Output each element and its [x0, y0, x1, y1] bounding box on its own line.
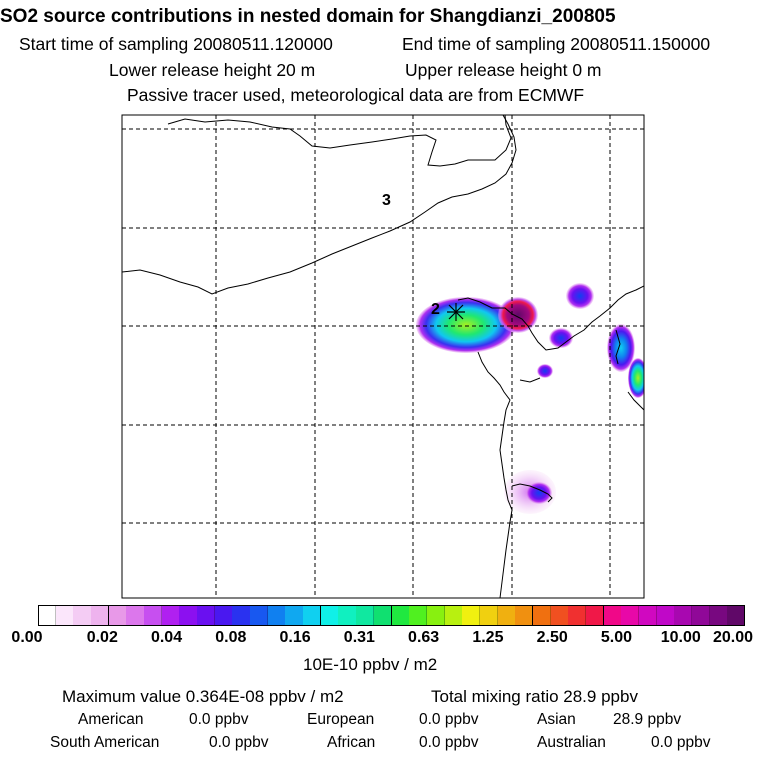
colorbar-cell — [73, 605, 92, 626]
south-american-label: South American — [50, 734, 160, 751]
colorbar-tick-label: 1.25 — [472, 629, 504, 646]
lower-release-height: Lower release height 20 m — [109, 60, 316, 80]
map-frame — [121, 114, 645, 599]
colorbar-cell — [426, 605, 446, 626]
south-american-value: 0.0 ppbv — [209, 734, 269, 751]
colorbar-cell — [285, 605, 304, 626]
colorbar-tick-label: 20.00 — [712, 629, 754, 646]
colorbar-cell — [479, 605, 499, 626]
plume-east-edge — [628, 358, 644, 398]
colorbar-cell — [603, 605, 622, 626]
colorbar-cell — [250, 605, 269, 626]
colorbar-cell — [585, 605, 605, 626]
map-title: SO2 source contributions in nested domai… — [0, 6, 616, 27]
colorbar-cell — [532, 605, 552, 626]
colorbar-tick-label: 0.02 — [86, 629, 118, 646]
colorbar-cell — [303, 605, 322, 626]
end-time: End time of sampling 20080511.150000 — [402, 34, 711, 54]
colorbar-cell — [232, 605, 251, 626]
colorbar-cell — [409, 605, 428, 626]
receptor-asterisk-icon — [447, 303, 465, 321]
colorbar-cell — [444, 605, 463, 626]
plume-east — [607, 324, 635, 372]
colorbar-cell — [656, 605, 675, 626]
colorbar-cell — [727, 605, 746, 626]
plume-small — [537, 364, 553, 378]
european-value: 0.0 ppbv — [419, 711, 479, 728]
colorbar-tick-label: 5.00 — [600, 629, 633, 646]
colorbar-cell — [550, 605, 569, 626]
colorbar-cell — [320, 605, 339, 626]
african-value: 0.0 ppbv — [419, 734, 479, 751]
plume-ne — [566, 283, 594, 309]
colorbar-unit: 10E-10 ppbv / m2 — [303, 655, 438, 674]
australian-label: Australian — [537, 734, 606, 751]
american-label: American — [78, 711, 144, 728]
colorbar-cell — [108, 605, 127, 626]
colorbar-tick-label: 2.50 — [536, 629, 568, 646]
colorbar-cell — [638, 605, 658, 626]
colorbar-tick-label: 0.08 — [215, 629, 247, 646]
colorbar-cell — [462, 605, 481, 626]
tracer-note: Passive tracer used, meteorological data… — [127, 85, 585, 105]
colorbar-tick-label: 0.04 — [150, 629, 183, 646]
start-time: Start time of sampling 20080511.120000 — [19, 34, 333, 54]
upper-release-height: Upper release height 0 m — [405, 60, 602, 80]
plume-coast — [549, 328, 573, 348]
total-mixing-ratio: Total mixing ratio 28.9 ppbv — [431, 687, 638, 706]
colorbar-cell — [691, 605, 711, 626]
max-value: Maximum value 0.364E-08 ppbv / m2 — [62, 687, 344, 706]
european-label: European — [307, 711, 375, 728]
colorbar-tick-label: 10.00 — [660, 629, 701, 646]
colorbar-tick-label: 0.00 — [11, 629, 43, 646]
region-label-3: 3 — [382, 192, 391, 209]
colorbar-cell — [373, 605, 392, 626]
colorbar-cell — [38, 605, 57, 626]
colorbar-cell — [55, 605, 74, 626]
colorbar-cell — [179, 605, 198, 626]
colorbar-tick-label: 0.16 — [279, 629, 311, 646]
colorbar-cell — [356, 605, 375, 626]
colorbar-cell — [497, 605, 516, 626]
map-grid — [122, 115, 644, 598]
colorbar-cell — [674, 605, 693, 626]
colorbar-cell — [91, 605, 110, 626]
colorbar-tick-label: 0.63 — [408, 629, 440, 646]
colorbar-tick-label: 0.31 — [343, 629, 375, 646]
colorbar-cell — [144, 605, 163, 626]
plume-south — [526, 482, 552, 504]
colorbar-cell — [161, 605, 180, 626]
colorbar-cell — [515, 605, 534, 626]
asian-label: Asian — [537, 711, 576, 728]
colorbar-cell — [214, 605, 233, 626]
colorbar-cell — [126, 605, 145, 626]
region-label-2: 2 — [431, 301, 440, 318]
plume-layer — [416, 283, 644, 514]
coastlines — [122, 115, 644, 598]
plume-hotspot — [498, 297, 538, 333]
plume-main — [416, 297, 516, 353]
australian-value: 0.0 ppbv — [651, 734, 711, 751]
colorbar-cell — [267, 605, 286, 626]
african-label: African — [327, 734, 376, 751]
colorbar-cell — [709, 605, 728, 626]
colorbar-cell — [338, 605, 357, 626]
colorbar-cell — [621, 605, 640, 626]
colorbar-cell — [391, 605, 410, 626]
colorbar-cell — [568, 605, 587, 626]
asian-value: 28.9 ppbv — [613, 711, 682, 728]
colorbar-cell — [197, 605, 216, 626]
american-value: 0.0 ppbv — [189, 711, 249, 728]
